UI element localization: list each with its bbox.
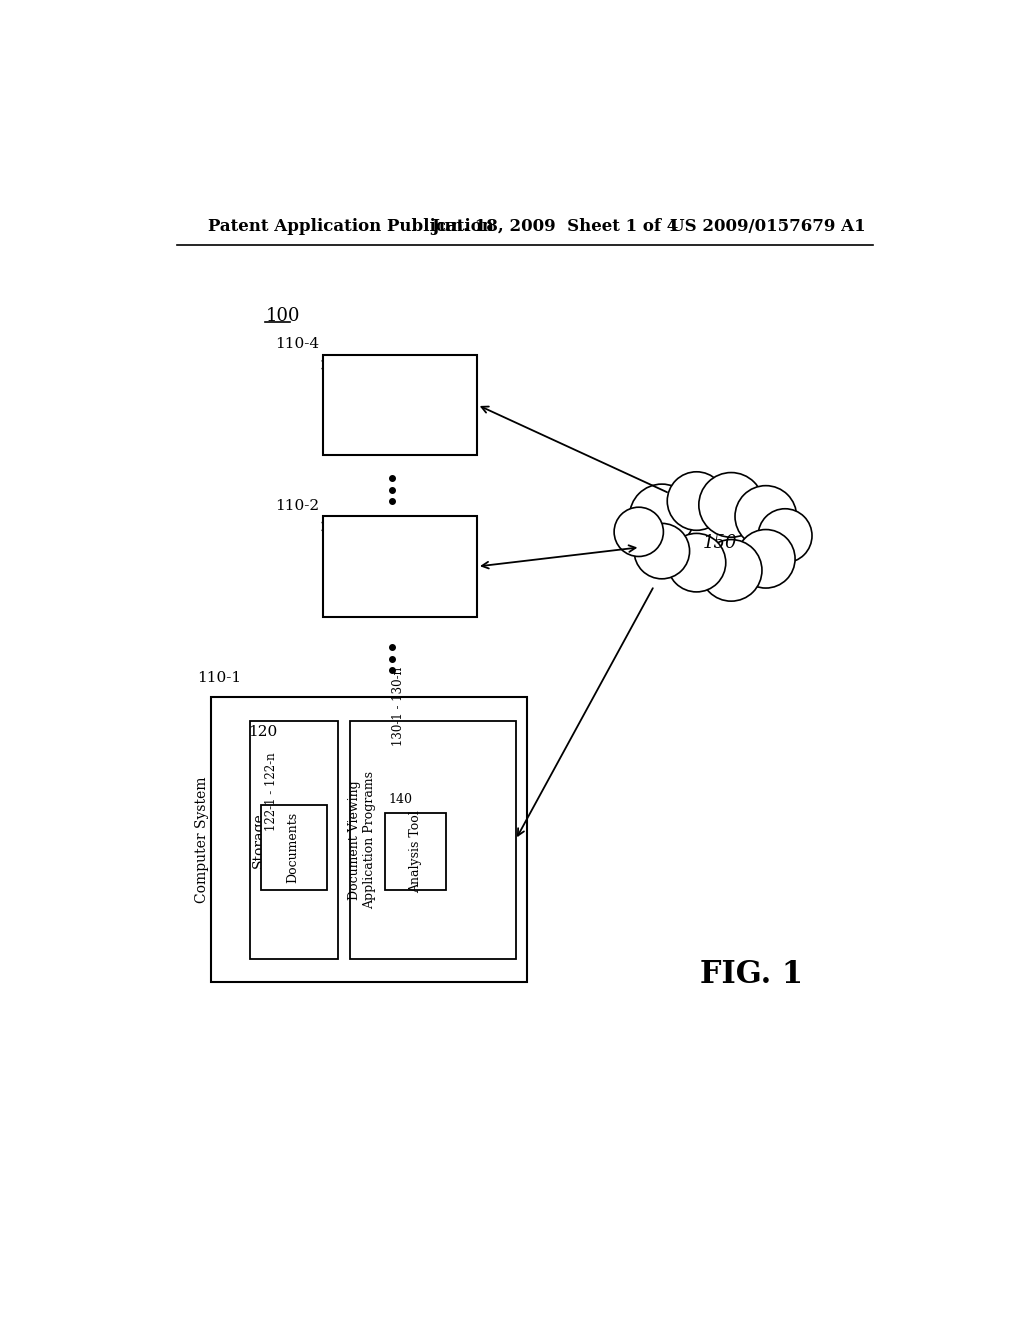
Text: Jun. 18, 2009  Sheet 1 of 4: Jun. 18, 2009 Sheet 1 of 4 — [431, 218, 678, 235]
Text: 110-2: 110-2 — [275, 499, 319, 512]
Text: Storage: Storage — [252, 812, 266, 867]
Text: Computer System: Computer System — [196, 776, 209, 903]
Text: 140: 140 — [388, 792, 413, 805]
Text: FIG. 1: FIG. 1 — [700, 960, 804, 990]
Bar — [323, 516, 477, 616]
Text: Document Viewing
Application Programs: Document Viewing Application Programs — [348, 771, 377, 909]
Text: 110-1: 110-1 — [198, 671, 242, 685]
Bar — [350, 721, 515, 960]
Text: 122-1 - 122-n: 122-1 - 122-n — [265, 752, 279, 830]
Text: Analysis Tool: Analysis Tool — [409, 810, 422, 892]
Text: Patent Application Publication: Patent Application Publication — [208, 218, 494, 235]
Bar — [323, 355, 477, 455]
Text: 100: 100 — [265, 308, 300, 325]
Bar — [250, 721, 339, 960]
Bar — [211, 697, 527, 982]
Text: Documents: Documents — [286, 812, 299, 883]
Text: 130-1 - 130-n: 130-1 - 130-n — [392, 667, 406, 746]
Bar — [261, 805, 327, 890]
Bar — [385, 813, 446, 890]
Text: 110-4: 110-4 — [275, 337, 319, 351]
Text: 150: 150 — [702, 535, 737, 552]
Text: 120: 120 — [249, 725, 278, 739]
Text: US 2009/0157679 A1: US 2009/0157679 A1 — [670, 218, 865, 235]
